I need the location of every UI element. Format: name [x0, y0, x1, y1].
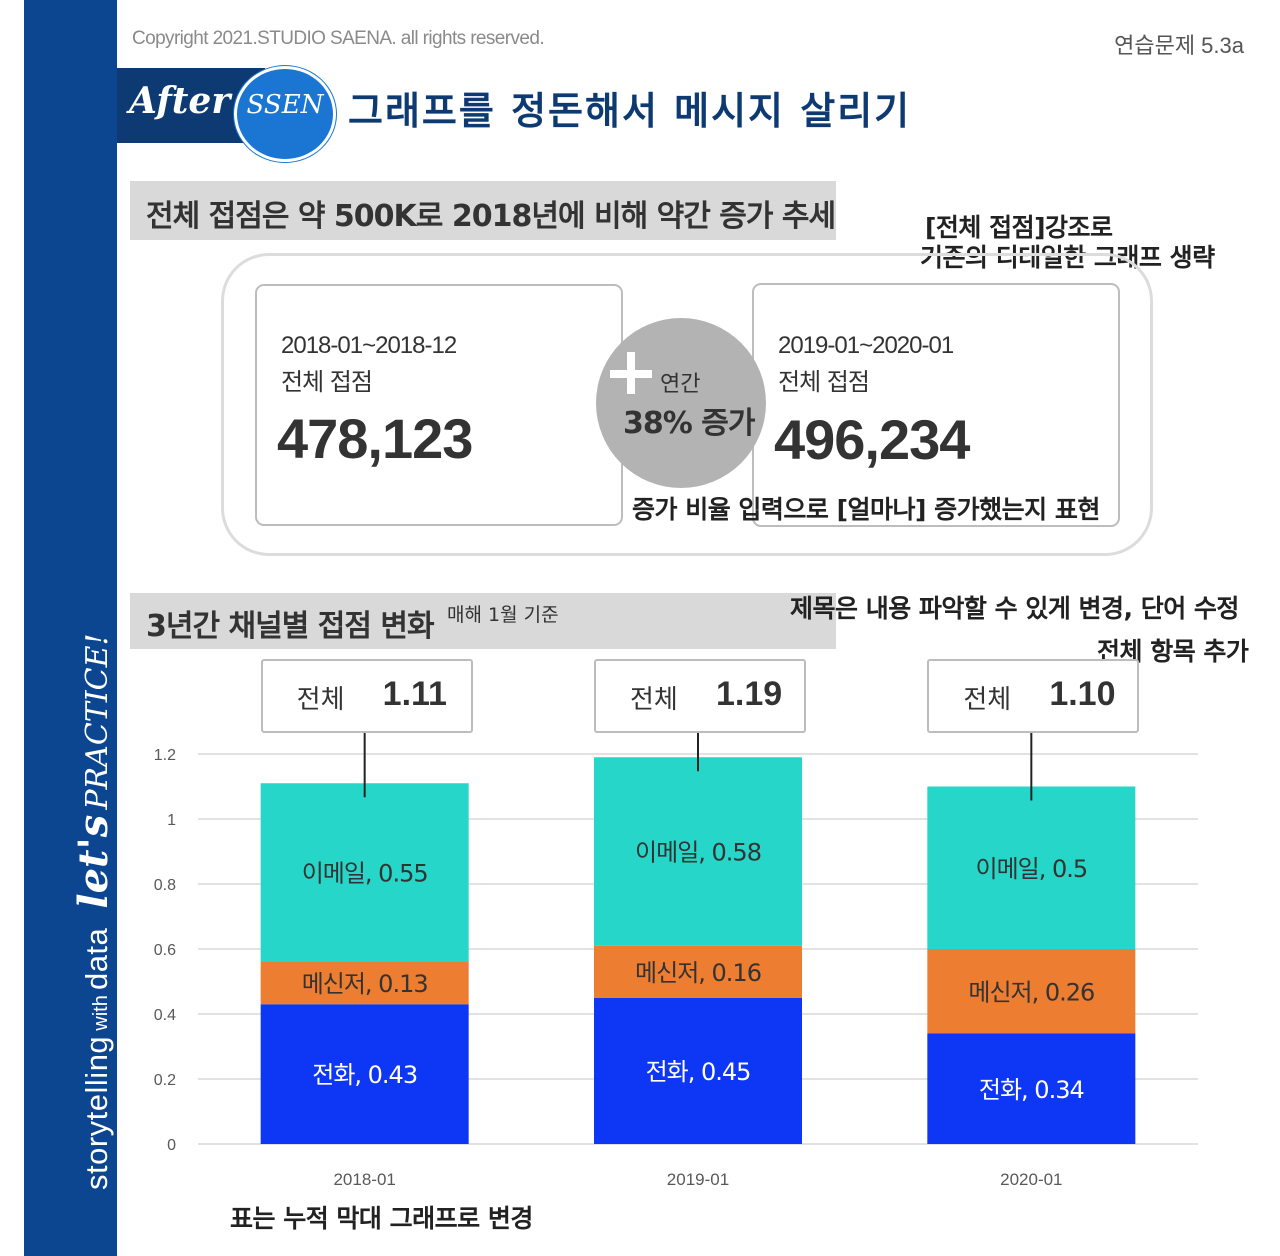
data-label: 메신저, 0.16	[635, 959, 761, 987]
side-band	[24, 0, 117, 1256]
annotation-omit-detail: 기존의 디테일한 그래프 생략	[920, 243, 1215, 272]
kpi-card-2019: 2019-01~2020-01 전체 접점 496,234	[752, 283, 1120, 527]
bar-segment-email	[260, 783, 469, 962]
ssen-label: SSEN	[246, 90, 324, 120]
stacked-bar-chart: 0 0.2 0.4 0.6 0.8 1 1.2 전화, 0.43 메신저, 0.13 이메일, 0…	[140, 650, 1210, 1210]
annotation-stacked-bar: 표는 누적 막대 그래프로 변경	[230, 1204, 533, 1233]
x-tick-label: 2018-01	[333, 1170, 395, 1189]
x-tick-label: 2020-01	[1000, 1170, 1062, 1189]
data-label: 전화, 0.34	[979, 1076, 1084, 1104]
side-lets: let's	[70, 814, 117, 909]
total-callout-value: 1.19	[716, 675, 783, 713]
growth-badge	[596, 318, 766, 488]
ssen-badge	[234, 66, 336, 162]
y-tick-label: 0.6	[154, 942, 176, 959]
side-with: with	[90, 995, 112, 1031]
section2-subtitle: 매해 1월 기준	[447, 604, 559, 626]
kpi-label: 전체 접점	[778, 368, 870, 396]
exercise-label: 연습문제 5.3a	[1114, 33, 1244, 58]
total-callout-value: 1.11	[382, 675, 447, 713]
header-title: 그래프를 정돈해서 메시지 살리기	[348, 89, 912, 133]
bar-segment-email	[594, 757, 802, 946]
kpi-period: 2019-01~2020-01	[778, 332, 954, 359]
y-tick-label: 0.8	[154, 877, 176, 894]
bar-segment-messenger	[260, 962, 469, 1005]
section2-title-bar	[130, 593, 836, 649]
kpi-label: 전체 접점	[281, 368, 373, 396]
side-data: data	[79, 927, 114, 991]
y-tick-label: 1.2	[154, 747, 176, 764]
data-label: 이메일, 0.58	[635, 839, 761, 867]
total-callout-label: 전체	[963, 685, 1012, 715]
data-label: 이메일, 0.5	[975, 855, 1087, 883]
y-tick-label: 1	[167, 812, 176, 829]
copyright: Copyright 2021.STUDIO SAENA. all rights …	[132, 28, 545, 49]
data-label: 이메일, 0.55	[302, 860, 428, 888]
annotation-title-change: 제목은 내용 파악할 수 있게 변경, 단어 수정	[790, 594, 1239, 623]
section2-title: 3년간 채널별 접점 변화	[146, 609, 435, 644]
total-callout: 전체 1.19	[594, 659, 806, 733]
total-callout: 전체 1.10	[927, 659, 1140, 733]
growth-label: 연간	[660, 372, 701, 397]
bar-segment-phone	[927, 1033, 1136, 1144]
y-tick-label: 0.4	[154, 1007, 176, 1024]
data-label: 전화, 0.43	[312, 1061, 417, 1089]
after-label: After	[129, 80, 231, 122]
total-callout: 전체 1.11	[260, 659, 473, 733]
section1-title-bar	[130, 181, 836, 240]
side-storytelling: storytelling	[79, 1035, 114, 1190]
total-callout-value: 1.10	[1049, 675, 1116, 713]
bar-segment-messenger	[594, 945, 802, 998]
bar-segment-email	[927, 786, 1136, 949]
side-practice: PRACTICE!	[80, 633, 115, 810]
total-callout-label: 전체	[630, 685, 678, 715]
data-label: 메신저, 0.13	[302, 970, 428, 998]
y-tick-label: 0	[167, 1137, 176, 1154]
bar-segment-messenger	[927, 949, 1136, 1034]
bar-segment-phone	[260, 1004, 469, 1144]
kpi-value: 478,123	[277, 407, 473, 470]
x-tick-label: 2019-01	[667, 1170, 729, 1189]
annotation-growth-ratio: 증가 비율 입력으로 [얼마나] 증가했는지 표현	[632, 495, 1100, 524]
side-brand-text: storytelling with data let's PRACTICE!	[70, 633, 117, 1190]
annotation-emphasis: [전체 접점]강조로	[925, 213, 1113, 242]
total-callout-label: 전체	[296, 685, 345, 715]
kpi-period: 2018-01~2018-12	[281, 332, 457, 359]
kpi-card-2018: 2018-01~2018-12 전체 접점 478,123	[255, 284, 623, 526]
section1-title: 전체 접점은 약 500K로 2018년에 비해 약간 증가 추세	[146, 199, 836, 234]
chart-svg: 0 0.2 0.4 0.6 0.8 1 1.2 전화, 0.43 메신저, 0.13 이메일, 0…	[154, 730, 1198, 1189]
data-label: 메신저, 0.26	[968, 978, 1094, 1006]
kpi-highlight-frame	[221, 253, 1153, 556]
growth-value: 38% 증가	[623, 406, 755, 441]
y-tick-label: 0.2	[154, 1072, 176, 1089]
kpi-value: 496,234	[774, 408, 970, 471]
data-label: 전화, 0.45	[646, 1058, 751, 1086]
plus-icon	[627, 352, 635, 394]
bar-segment-phone	[594, 997, 802, 1144]
